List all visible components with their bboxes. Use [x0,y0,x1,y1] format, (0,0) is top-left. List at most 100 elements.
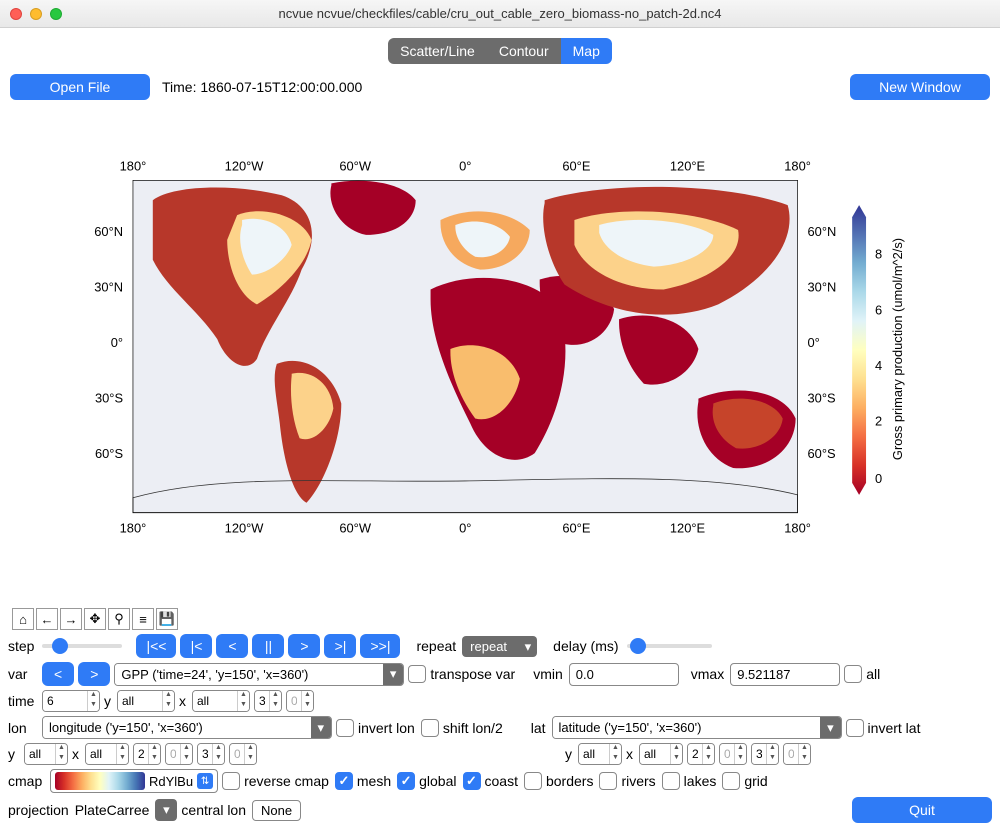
time-spinner[interactable]: ▲▼ [42,690,100,712]
delay-slider[interactable] [627,644,712,648]
svg-text:180°: 180° [784,521,811,536]
lon-x-label: x [72,746,79,762]
configure-icon[interactable]: ≡ [132,608,154,630]
projection-label: projection [8,802,69,818]
grid-checkbox[interactable] [722,772,740,790]
svg-text:0°: 0° [459,158,471,173]
chevron-down-icon[interactable]: ▾ [383,664,403,685]
tab-map[interactable]: Map [561,38,612,64]
borders-checkbox[interactable] [524,772,542,790]
mesh-checkbox[interactable] [335,772,353,790]
tab-contour[interactable]: Contour [487,38,561,64]
all-checkbox[interactable] [844,665,862,683]
invert-lon-checkbox[interactable] [336,719,354,737]
titlebar: ncvue ncvue/checkfiles/cable/cru_out_cab… [0,0,1000,28]
lon-dim3b-spinner[interactable]: ▲▼ [229,743,257,765]
zoom-icon[interactable]: ⚲ [108,608,130,630]
svg-text:60°E: 60°E [562,521,590,536]
lat-y-label: y [565,746,572,762]
tab-scatter[interactable]: Scatter/Line [388,38,487,64]
var-select[interactable]: ▾ [114,663,404,686]
svg-text:60°W: 60°W [339,158,371,173]
lat-select[interactable]: ▾ [552,716,842,739]
dim4-spinner[interactable]: ▲▼ [286,690,314,712]
rewind-button[interactable]: |< [180,634,212,658]
coast-label: coast [485,773,518,789]
svg-text:0: 0 [875,471,882,486]
lon-dim2-spinner[interactable]: ▲▼ [133,743,161,765]
x-spinner[interactable]: ▲▼ [192,690,250,712]
chevron-updown-icon[interactable]: ⇅ [197,773,213,789]
svg-text:60°N: 60°N [94,224,123,239]
svg-text:60°S: 60°S [808,446,836,461]
chevron-down-icon[interactable]: ▾ [820,717,840,738]
rivers-checkbox[interactable] [599,772,617,790]
pause-button[interactable]: || [252,634,284,658]
pan-icon[interactable]: ✥ [84,608,106,630]
open-file-button[interactable]: Open File [10,74,150,100]
cmap-name: RdYlBu [149,774,193,789]
shift-lon-checkbox[interactable] [421,719,439,737]
lon-dim2b-spinner[interactable]: ▲▼ [165,743,193,765]
lat-x-spinner[interactable]: ▲▼ [639,743,683,765]
forward-icon[interactable]: → [60,608,82,630]
repeat-label: repeat [416,638,456,654]
var-input[interactable] [115,664,383,685]
svg-text:180°: 180° [784,158,811,173]
chevron-down-icon[interactable]: ▾ [311,717,331,738]
window-title: ncvue ncvue/checkfiles/cable/cru_out_cab… [0,6,1000,21]
transpose-checkbox[interactable] [408,665,426,683]
vmax-input[interactable] [730,663,840,686]
lon-label: lon [8,720,36,736]
step-slider[interactable] [42,644,122,648]
y-spinner[interactable]: ▲▼ [117,690,175,712]
projection-dropdown[interactable]: ▾ [155,799,177,821]
colorbar: 0 2 4 6 8 Gross primary production (umol… [852,205,905,495]
repeat-select[interactable]: repeat [462,636,537,657]
grid-label: grid [744,773,767,789]
forward-full-button[interactable]: >>| [360,634,400,658]
lakes-label: lakes [684,773,717,789]
prev-button[interactable]: < [216,634,248,658]
reverse-cmap-checkbox[interactable] [222,772,240,790]
lat-dim2b-spinner[interactable]: ▲▼ [719,743,747,765]
svg-text:0°: 0° [808,335,820,350]
next-button[interactable]: > [288,634,320,658]
central-lon-value[interactable]: None [252,800,301,821]
lakes-checkbox[interactable] [662,772,680,790]
var-prev-button[interactable]: < [42,662,74,686]
forward-button[interactable]: >| [324,634,356,658]
svg-text:60°N: 60°N [808,224,837,239]
coast-checkbox[interactable] [463,772,481,790]
svg-text:30°S: 30°S [808,391,836,406]
lon-dim3-spinner[interactable]: ▲▼ [197,743,225,765]
quit-button[interactable]: Quit [852,797,992,823]
lat-y-spinner[interactable]: ▲▼ [578,743,622,765]
global-checkbox[interactable] [397,772,415,790]
svg-text:180°: 180° [120,158,147,173]
back-icon[interactable]: ← [36,608,58,630]
lon-y-spinner[interactable]: ▲▼ [24,743,68,765]
shift-lon-label: shift lon/2 [443,720,503,736]
var-next-button[interactable]: > [78,662,110,686]
lat-dim3-spinner[interactable]: ▲▼ [751,743,779,765]
time-display: Time: 1860-07-15T12:00:00.000 [162,79,362,95]
x-axis-bottom: 180° 120°W 60°W 0° 60°E 120°E 180° [120,521,811,536]
rewind-full-button[interactable]: |<< [136,634,176,658]
vmax-label: vmax [691,666,724,682]
svg-text:120°W: 120°W [225,521,265,536]
lon-select[interactable]: ▾ [42,716,332,739]
lon-x-spinner[interactable]: ▲▼ [85,743,129,765]
vmin-label: vmin [533,666,563,682]
cmap-select[interactable]: RdYlBu ⇅ [50,769,218,793]
svg-text:120°W: 120°W [225,158,265,173]
invert-lat-checkbox[interactable] [846,719,864,737]
lat-dim3b-spinner[interactable]: ▲▼ [783,743,811,765]
save-icon[interactable]: 💾 [156,608,178,630]
vmin-input[interactable] [569,663,679,686]
new-window-button[interactable]: New Window [850,74,990,100]
home-icon[interactable]: ⌂ [12,608,34,630]
cmap-label: cmap [8,773,44,789]
lat-dim2-spinner[interactable]: ▲▼ [687,743,715,765]
dim3-spinner[interactable]: ▲▼ [254,690,282,712]
